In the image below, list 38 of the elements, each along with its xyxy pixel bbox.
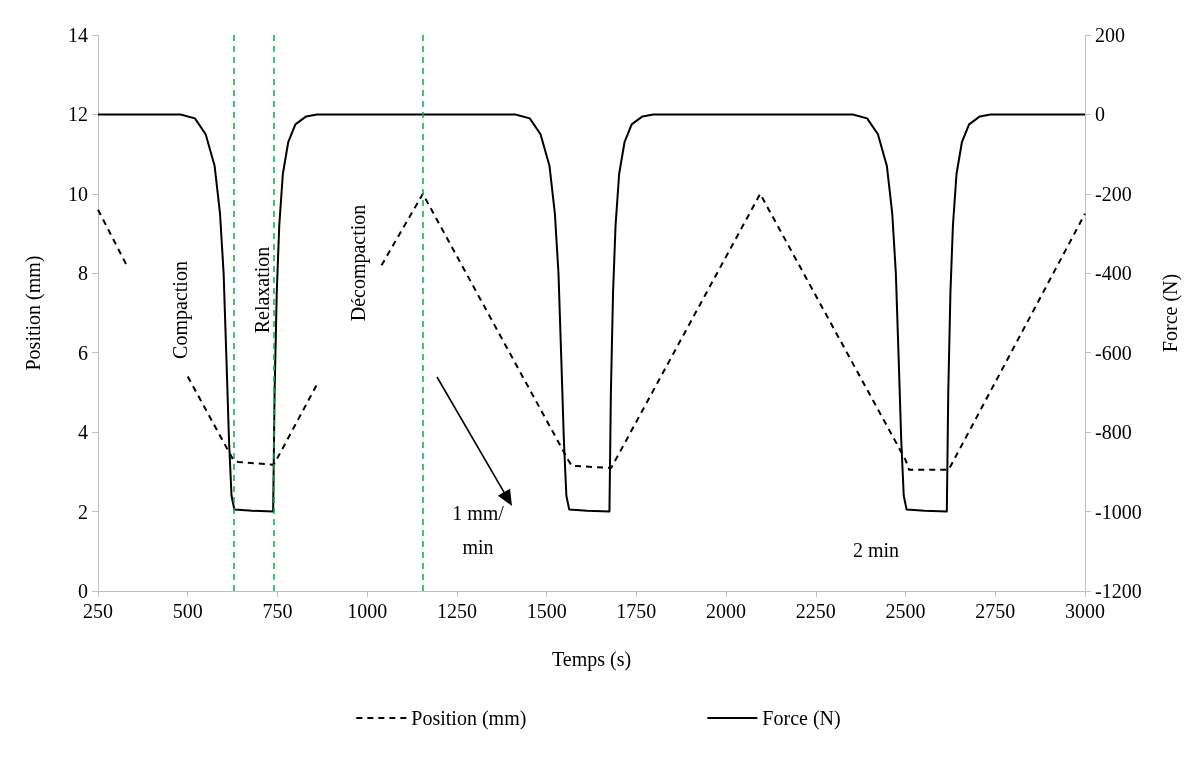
x-tick-label: 750	[262, 600, 293, 622]
y2-tick-label: -600	[1095, 341, 1132, 364]
x-axis-title: Temps (s)	[551, 648, 632, 671]
x-tick-label: 3000	[1065, 600, 1105, 622]
x-tick-label: 2250	[795, 600, 836, 622]
annotation: Décompaction	[347, 204, 370, 322]
x-tick-label: 1500	[526, 600, 567, 622]
x-tick-label: 2750	[975, 600, 1016, 622]
y-tick-label: 8	[78, 262, 88, 285]
y2-tick-label: -200	[1095, 182, 1132, 205]
legend-label: Force (N)	[762, 707, 841, 730]
y2-tick-label: -800	[1095, 421, 1132, 444]
annotation: 2 min	[852, 539, 900, 561]
x-tick-label: 250	[83, 600, 113, 622]
y-tick-label: 10	[68, 182, 88, 205]
x-tick-label: 2000	[706, 600, 747, 622]
annotation: Compaction	[169, 261, 192, 359]
y2-tick-label: -1200	[1095, 580, 1142, 602]
annotation: 1 mm/ min	[452, 502, 505, 558]
x-tick-label: 1000	[347, 600, 388, 622]
y2-tick-label: -400	[1095, 262, 1132, 285]
y-axis-title: Position (mm)	[22, 255, 45, 371]
y2-tick-label: 0	[1095, 103, 1105, 126]
annotation: Relaxation	[251, 246, 273, 334]
y-tick-label: 14	[68, 24, 88, 46]
x-tick-label: 500	[172, 600, 203, 622]
legend-label: Position (mm)	[411, 707, 527, 730]
y-tick-label: 12	[68, 103, 88, 126]
x-tick-label: 2500	[885, 600, 926, 622]
y-tick-label: 6	[78, 341, 88, 364]
y-tick-label: 4	[78, 421, 88, 444]
x-tick-label: 1750	[616, 600, 657, 622]
x-tick-label: 1250	[436, 600, 477, 622]
y-tick-label: 0	[78, 580, 88, 602]
y2-axis-title: Force (N)	[1159, 273, 1182, 353]
y-tick-label: 2	[78, 500, 88, 523]
y2-tick-label: -1000	[1095, 500, 1142, 523]
y2-tick-label: 200	[1095, 24, 1125, 46]
